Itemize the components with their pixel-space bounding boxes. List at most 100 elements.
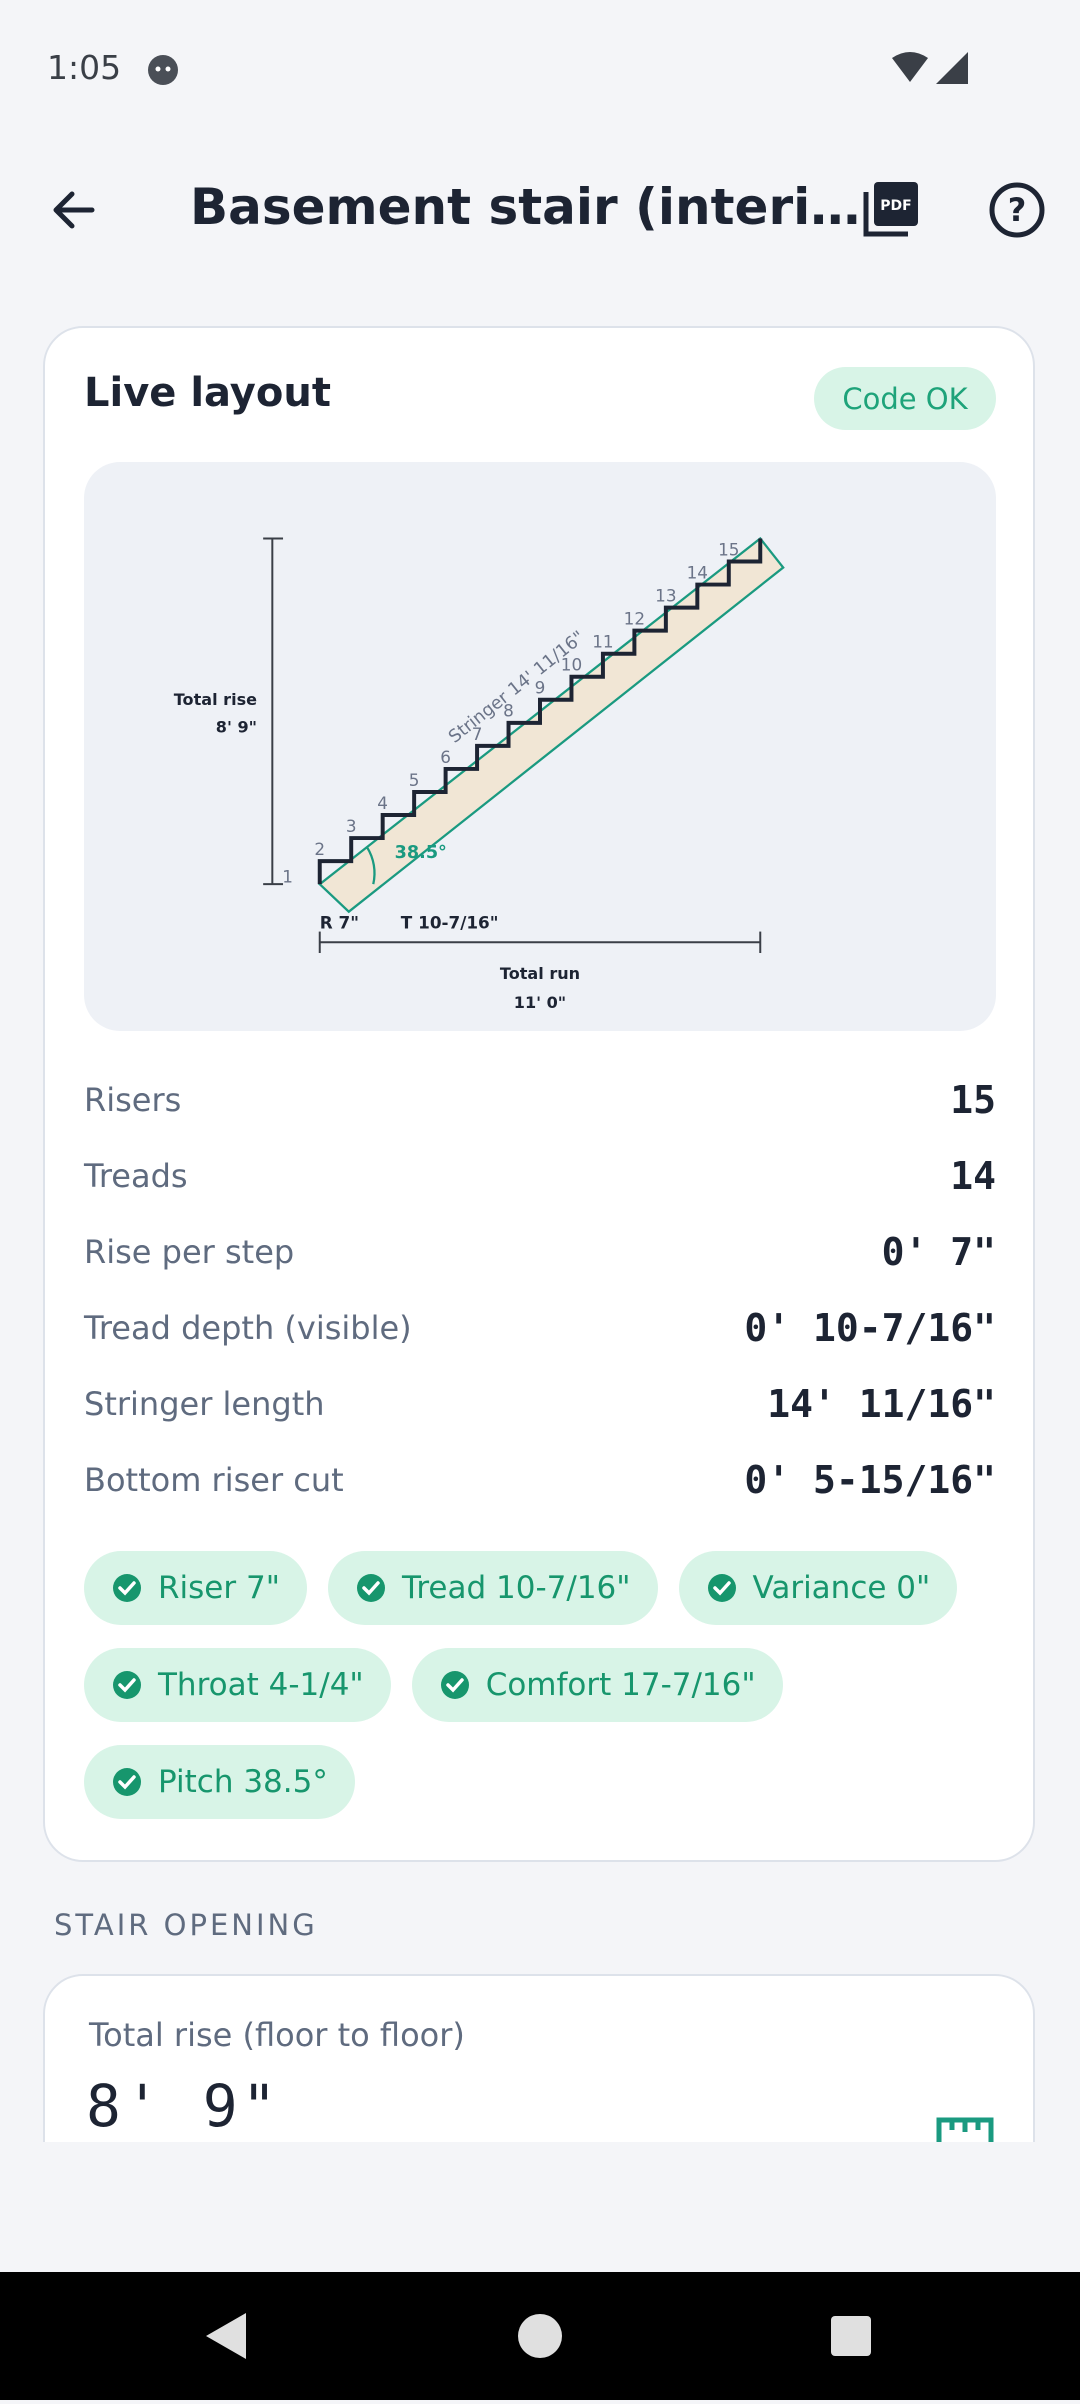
status-icon xyxy=(148,55,178,85)
step-number: 8 xyxy=(503,701,514,721)
run-label: Total run xyxy=(500,964,580,983)
check-mark xyxy=(712,1581,731,1596)
status-time: 1:05 xyxy=(47,48,122,87)
check-circle xyxy=(440,1671,469,1699)
row-value: 14' 11/16" xyxy=(767,1382,996,1426)
stair-profile xyxy=(317,538,763,885)
step-number: 10 xyxy=(561,655,582,675)
input-label: Total rise (floor to floor) xyxy=(89,2016,465,2054)
nav-home[interactable] xyxy=(518,2314,562,2358)
nav-bar xyxy=(0,2272,1080,2400)
check-circle xyxy=(113,1671,141,1699)
row-label: Rise per step xyxy=(84,1233,295,1271)
row-value: 0' 10-7/16" xyxy=(744,1306,996,1350)
stair-diagram: Total rise 8' 9" Stringer 14' 11/16" 38.… xyxy=(174,536,785,1012)
nav-buttons xyxy=(206,2313,871,2359)
row-label: Treads xyxy=(84,1157,188,1195)
step-number: 11 xyxy=(592,632,613,652)
row-label: Stringer length xyxy=(84,1385,325,1423)
step-number: 12 xyxy=(624,609,645,629)
row-label: Bottom riser cut xyxy=(84,1461,344,1499)
input-clip xyxy=(0,1960,1080,2142)
check-chip: Comfort 17-7/16" xyxy=(411,1648,783,1722)
check-mark xyxy=(118,1581,136,1596)
chip-label: Comfort 17-7/16" xyxy=(485,1667,756,1703)
step-number: 2 xyxy=(314,839,325,859)
input-card xyxy=(43,1974,1035,2142)
step-number: 14 xyxy=(687,562,708,582)
check-chip: Variance 0" xyxy=(678,1551,958,1625)
check-icon xyxy=(356,1574,385,1602)
back-button[interactable] xyxy=(48,185,98,235)
rise-label: Total rise xyxy=(174,690,257,709)
svg-text:?: ? xyxy=(1008,191,1027,229)
check-icon xyxy=(440,1671,469,1699)
check-mark xyxy=(118,1678,136,1693)
input-value-clip: 8' 9" xyxy=(0,2060,1080,2142)
check-icon xyxy=(113,1671,141,1699)
step-number: 7 xyxy=(472,724,483,744)
step-number: 3 xyxy=(346,816,357,836)
spec-row: Bottom riser cut 0' 5-15/16" xyxy=(84,1450,996,1510)
help-button[interactable]: ? xyxy=(988,181,1046,239)
svg-text:PDF: PDF xyxy=(880,198,911,214)
step-number: 1 xyxy=(282,867,293,887)
rise-value: 8' 9" xyxy=(216,718,257,737)
check-circle xyxy=(707,1574,736,1602)
check-chip: Throat 4-1/4" xyxy=(84,1648,391,1722)
run-value: 11' 0" xyxy=(514,993,566,1012)
signal-icons xyxy=(892,52,968,84)
riser-label: R 7" xyxy=(320,913,359,933)
step-number: 9 xyxy=(535,678,546,698)
spec-row: Risers 15 xyxy=(84,1070,996,1130)
row-label: Tread depth (visible) xyxy=(84,1309,412,1347)
page-title: Basement stair (interi… xyxy=(190,178,861,236)
measure-icon[interactable] xyxy=(936,2116,994,2142)
step-number: 4 xyxy=(377,793,388,813)
check-mark xyxy=(445,1678,464,1693)
check-circle xyxy=(356,1574,385,1602)
spec-row: Rise per step 0' 7" xyxy=(84,1222,996,1282)
chip-label: Tread 10-7/16" xyxy=(401,1570,631,1606)
diagram-panel: Total rise 8' 9" Stringer 14' 11/16" 38.… xyxy=(84,462,996,1031)
check-circle xyxy=(113,1574,141,1602)
check-chips: Riser 7" Tread 10-7/16" Variance 0" Throat … xyxy=(84,1551,1014,1819)
check-circle xyxy=(113,1768,141,1796)
step-number: 6 xyxy=(440,747,451,767)
tread-label: T 10-7/16" xyxy=(401,913,499,933)
row-value: 15 xyxy=(950,1078,996,1122)
check-mark xyxy=(362,1581,380,1596)
check-chip: Tread 10-7/16" xyxy=(327,1551,658,1625)
check-icon xyxy=(707,1574,736,1602)
spec-row: Treads 14 xyxy=(84,1146,996,1206)
check-mark xyxy=(118,1775,136,1790)
chip-label: Pitch 38.5° xyxy=(158,1764,328,1800)
card-title: Live layout xyxy=(84,370,331,416)
pdf-button[interactable]: PDF xyxy=(862,180,920,238)
check-chip: Pitch 38.5° xyxy=(84,1745,355,1819)
input-value: 8' 9" xyxy=(86,2072,281,2140)
step-number: 13 xyxy=(655,585,676,605)
check-chip: Riser 7" xyxy=(84,1551,307,1625)
row-value: 0' 5-15/16" xyxy=(744,1458,996,1502)
row-value: 14 xyxy=(950,1154,996,1198)
step-number: 5 xyxy=(409,770,420,790)
status-badge: Code OK xyxy=(814,367,996,430)
chip-label: Variance 0" xyxy=(752,1570,931,1606)
check-icon xyxy=(113,1768,141,1796)
chip-label: Throat 4-1/4" xyxy=(158,1667,364,1703)
section-title: STAIR OPENING xyxy=(54,1908,318,1942)
spec-row: Tread depth (visible) 0' 10-7/16" xyxy=(84,1298,996,1358)
step-number: 15 xyxy=(718,539,739,559)
spec-row: Stringer length 14' 11/16" xyxy=(84,1374,996,1434)
chip-label: Riser 7" xyxy=(158,1570,280,1606)
stringer xyxy=(317,536,785,914)
nav-back[interactable] xyxy=(206,2313,246,2359)
row-value: 0' 7" xyxy=(881,1230,996,1274)
nav-recents[interactable] xyxy=(831,2316,871,2356)
angle-label: 38.5° xyxy=(395,843,447,863)
row-label: Risers xyxy=(84,1081,182,1119)
check-icon xyxy=(113,1574,141,1602)
